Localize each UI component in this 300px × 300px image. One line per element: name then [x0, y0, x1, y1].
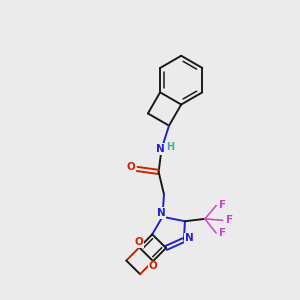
Text: N: N — [157, 208, 165, 218]
Text: F: F — [219, 200, 226, 211]
Text: F: F — [219, 228, 226, 238]
Text: H: H — [167, 142, 175, 152]
Text: O: O — [149, 261, 158, 272]
Text: N: N — [185, 233, 194, 244]
Text: N: N — [156, 144, 164, 154]
Text: O: O — [126, 163, 135, 172]
Text: F: F — [226, 215, 233, 225]
Text: O: O — [135, 237, 144, 247]
